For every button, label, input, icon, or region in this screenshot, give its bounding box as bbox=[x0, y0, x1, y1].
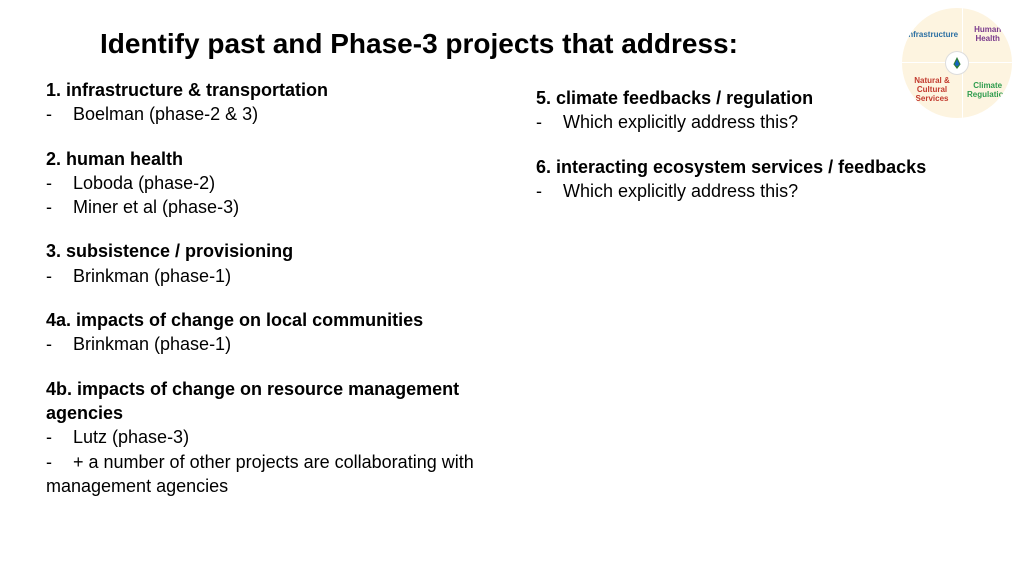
section: 3. subsistence / provisioning Brinkman (… bbox=[46, 239, 526, 288]
bullet-item: Lutz (phase-3) bbox=[46, 425, 526, 449]
section: 1. infrastructure & transportation Boelm… bbox=[46, 78, 526, 127]
content-columns: 1. infrastructure & transportation Boelm… bbox=[0, 60, 1024, 518]
section-heading: 4a. impacts of change on local communiti… bbox=[46, 308, 526, 332]
bullet-item: Which explicitly address this? bbox=[536, 179, 986, 203]
bullet-item: Brinkman (phase-1) bbox=[46, 264, 526, 288]
bullet-item: + a number of other projects are collabo… bbox=[46, 450, 526, 499]
section-heading: 2. human health bbox=[46, 147, 526, 171]
section-heading: 4b. impacts of change on resource manage… bbox=[46, 377, 526, 426]
left-column: 1. infrastructure & transportation Boelm… bbox=[46, 78, 526, 518]
section: 4b. impacts of change on resource manage… bbox=[46, 377, 526, 498]
slide-title: Identify past and Phase-3 projects that … bbox=[0, 0, 1024, 60]
bullet-item: Which explicitly address this? bbox=[536, 110, 986, 134]
quadrant-badge: Infrastructure Human Health Natural & Cu… bbox=[902, 8, 1012, 118]
section: 2. human health Loboda (phase-2) Miner e… bbox=[46, 147, 526, 220]
bullet-item: Brinkman (phase-1) bbox=[46, 332, 526, 356]
badge-center-icon bbox=[946, 52, 968, 74]
bullet-item: Boelman (phase-2 & 3) bbox=[46, 102, 526, 126]
right-column: 5. climate feedbacks / regulation Which … bbox=[526, 78, 986, 518]
section: 4a. impacts of change on local communiti… bbox=[46, 308, 526, 357]
section: 6. interacting ecosystem services / feed… bbox=[536, 155, 986, 204]
section-heading: 6. interacting ecosystem services / feed… bbox=[536, 155, 986, 179]
section-heading: 1. infrastructure & transportation bbox=[46, 78, 526, 102]
section-heading: 3. subsistence / provisioning bbox=[46, 239, 526, 263]
bullet-item: Loboda (phase-2) bbox=[46, 171, 526, 195]
bullet-item: Miner et al (phase-3) bbox=[46, 195, 526, 219]
